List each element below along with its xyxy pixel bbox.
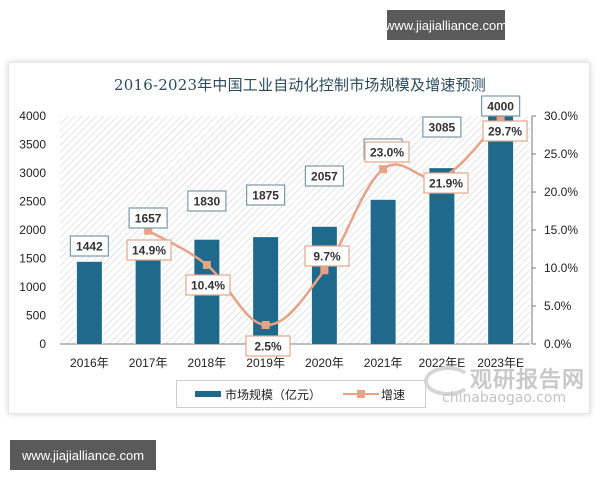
data-label: 1657 bbox=[135, 212, 162, 226]
y-tick-label: 2500 bbox=[19, 195, 46, 209]
data-label: 3085 bbox=[429, 121, 456, 135]
y2-tick-label: 30.0% bbox=[544, 109, 578, 123]
data-label: 2.5% bbox=[254, 340, 282, 354]
data-label: 10.4% bbox=[191, 279, 225, 293]
watermark-top: www.jiajialliance.com bbox=[385, 10, 507, 40]
x-tick-label: 2016年 bbox=[70, 356, 109, 370]
data-label: 1875 bbox=[252, 189, 279, 203]
data-label: 4000 bbox=[487, 100, 514, 114]
chart-legend: 市场规模（亿元） 增速 bbox=[176, 380, 426, 408]
x-tick-label: 2019年 bbox=[246, 356, 285, 370]
line-marker bbox=[144, 226, 153, 235]
brand-domain: chinabaogao.com bbox=[442, 390, 567, 406]
y2-tick-label: 25.0% bbox=[544, 147, 578, 161]
legend-bar-swatch bbox=[195, 391, 221, 397]
line-marker bbox=[379, 165, 388, 174]
y2-tick-label: 15.0% bbox=[544, 223, 578, 237]
y-tick-label: 2000 bbox=[19, 223, 46, 237]
data-label: 29.7% bbox=[488, 125, 522, 139]
brand-watermark: 观研报告网 chinabaogao.com bbox=[424, 362, 590, 412]
watermark-bottom: www.jiajialliance.com bbox=[10, 440, 156, 470]
data-label: 23.0% bbox=[370, 146, 404, 160]
y-tick-label: 1500 bbox=[19, 252, 46, 266]
x-tick-label: 2023年E bbox=[477, 356, 524, 370]
left-axis: 4000 3500 3000 2500 2000 1500 1000 500 0 bbox=[19, 109, 46, 351]
line-marker bbox=[202, 260, 211, 269]
bar-series bbox=[75, 115, 515, 344]
bar bbox=[370, 199, 396, 344]
data-label: 14.9% bbox=[132, 244, 166, 258]
bar bbox=[76, 261, 102, 344]
line-marker bbox=[320, 266, 329, 275]
x-tick-label: 2018年 bbox=[188, 356, 227, 370]
data-labels: 1442165718301875205725303085400014.9%10.… bbox=[69, 95, 528, 357]
bar bbox=[429, 168, 455, 344]
y-tick-label: 3500 bbox=[19, 138, 46, 152]
y2-tick-label: 10.0% bbox=[544, 261, 578, 275]
brand-logo-icon bbox=[424, 366, 472, 396]
brand-name: 观研报告网 bbox=[470, 368, 586, 393]
y-tick-label: 500 bbox=[26, 309, 46, 323]
y-tick-label: 1000 bbox=[19, 280, 46, 294]
y-tick-label: 4000 bbox=[19, 109, 46, 123]
x-axis: 2016年 2017年 2018年 2019年 2020年 2021年 2022年E 2023… bbox=[70, 356, 524, 370]
legend-line-label: 增速 bbox=[381, 387, 406, 402]
y2-tick-label: 20.0% bbox=[544, 185, 578, 199]
chart-title: 2016-2023年中国工业自动化控制市场规模及增速预测 bbox=[113, 76, 487, 94]
right-axis: 30.0% 25.0% 20.0% 15.0% 10.0% 5.0% 0.0% bbox=[531, 109, 578, 351]
data-label: 2057 bbox=[311, 170, 338, 184]
line-marker bbox=[496, 114, 505, 123]
legend-line-swatch bbox=[343, 389, 380, 399]
x-tick-label: 2017年 bbox=[129, 356, 168, 370]
data-label: 1830 bbox=[194, 195, 221, 209]
bar bbox=[135, 249, 161, 344]
data-label: 9.7% bbox=[313, 250, 341, 264]
data-label: 1442 bbox=[76, 240, 103, 254]
y-tick-label: 0 bbox=[39, 337, 46, 351]
y2-tick-label: 0.0% bbox=[544, 337, 572, 351]
data-label: 21.9% bbox=[429, 177, 463, 191]
bar bbox=[488, 116, 514, 344]
y2-tick-label: 5.0% bbox=[544, 299, 572, 313]
bar bbox=[311, 226, 337, 344]
y-tick-label: 3000 bbox=[19, 166, 46, 180]
x-tick-label: 2020年 bbox=[305, 356, 344, 370]
legend-bar-label: 市场规模（亿元） bbox=[225, 387, 322, 402]
x-tick-label: 2021年 bbox=[364, 356, 403, 370]
line-marker bbox=[261, 321, 270, 329]
